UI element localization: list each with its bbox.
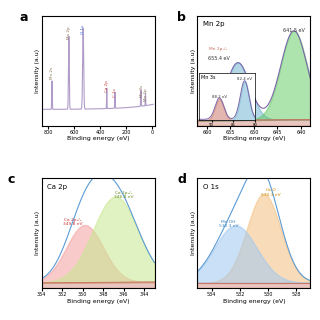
Text: O 1s: O 1s [203, 184, 219, 190]
Text: Mn 2p₁/₂: Mn 2p₁/₂ [209, 47, 228, 52]
Text: Mn 2s: Mn 2s [50, 67, 54, 79]
X-axis label: Binding energy (eV): Binding energy (eV) [67, 299, 129, 304]
Text: O 1s: O 1s [81, 25, 85, 34]
Text: c: c [8, 173, 15, 186]
X-axis label: Binding energy (eV): Binding energy (eV) [223, 136, 285, 141]
Text: 655.4 eV: 655.4 eV [208, 56, 229, 61]
Y-axis label: Intensity (a.u): Intensity (a.u) [35, 211, 40, 255]
Text: Mn OH
532.3 eV: Mn OH 532.3 eV [219, 220, 238, 228]
X-axis label: Binding energy (eV): Binding energy (eV) [67, 136, 129, 141]
Text: Ca 2p₁/₂
349.8 eV: Ca 2p₁/₂ 349.8 eV [63, 218, 82, 226]
Text: Ca 2p: Ca 2p [47, 184, 67, 190]
Text: b: b [177, 11, 186, 23]
Y-axis label: Intensity (a.u): Intensity (a.u) [191, 211, 196, 255]
Text: C 1s: C 1s [113, 89, 117, 97]
Text: d: d [177, 173, 186, 186]
Text: Ca 2p: Ca 2p [105, 81, 109, 92]
Y-axis label: Intensity (a.u): Intensity (a.u) [191, 49, 196, 93]
Text: Mn 3p: Mn 3p [144, 89, 148, 101]
Text: a: a [19, 11, 28, 23]
Text: Mn 2p: Mn 2p [67, 26, 71, 39]
Y-axis label: Intensity (a.u): Intensity (a.u) [35, 49, 40, 93]
Text: Ca-O
530.3 eV: Ca-O 530.3 eV [261, 188, 281, 197]
Text: 641.5 eV: 641.5 eV [283, 28, 305, 33]
X-axis label: Binding energy (eV): Binding energy (eV) [223, 299, 285, 304]
Text: Mn 3s: Mn 3s [140, 85, 144, 97]
Text: Ca 2p₃/₂
346.8 eV: Ca 2p₃/₂ 346.8 eV [114, 191, 133, 199]
Text: Mn 2p: Mn 2p [203, 21, 225, 28]
